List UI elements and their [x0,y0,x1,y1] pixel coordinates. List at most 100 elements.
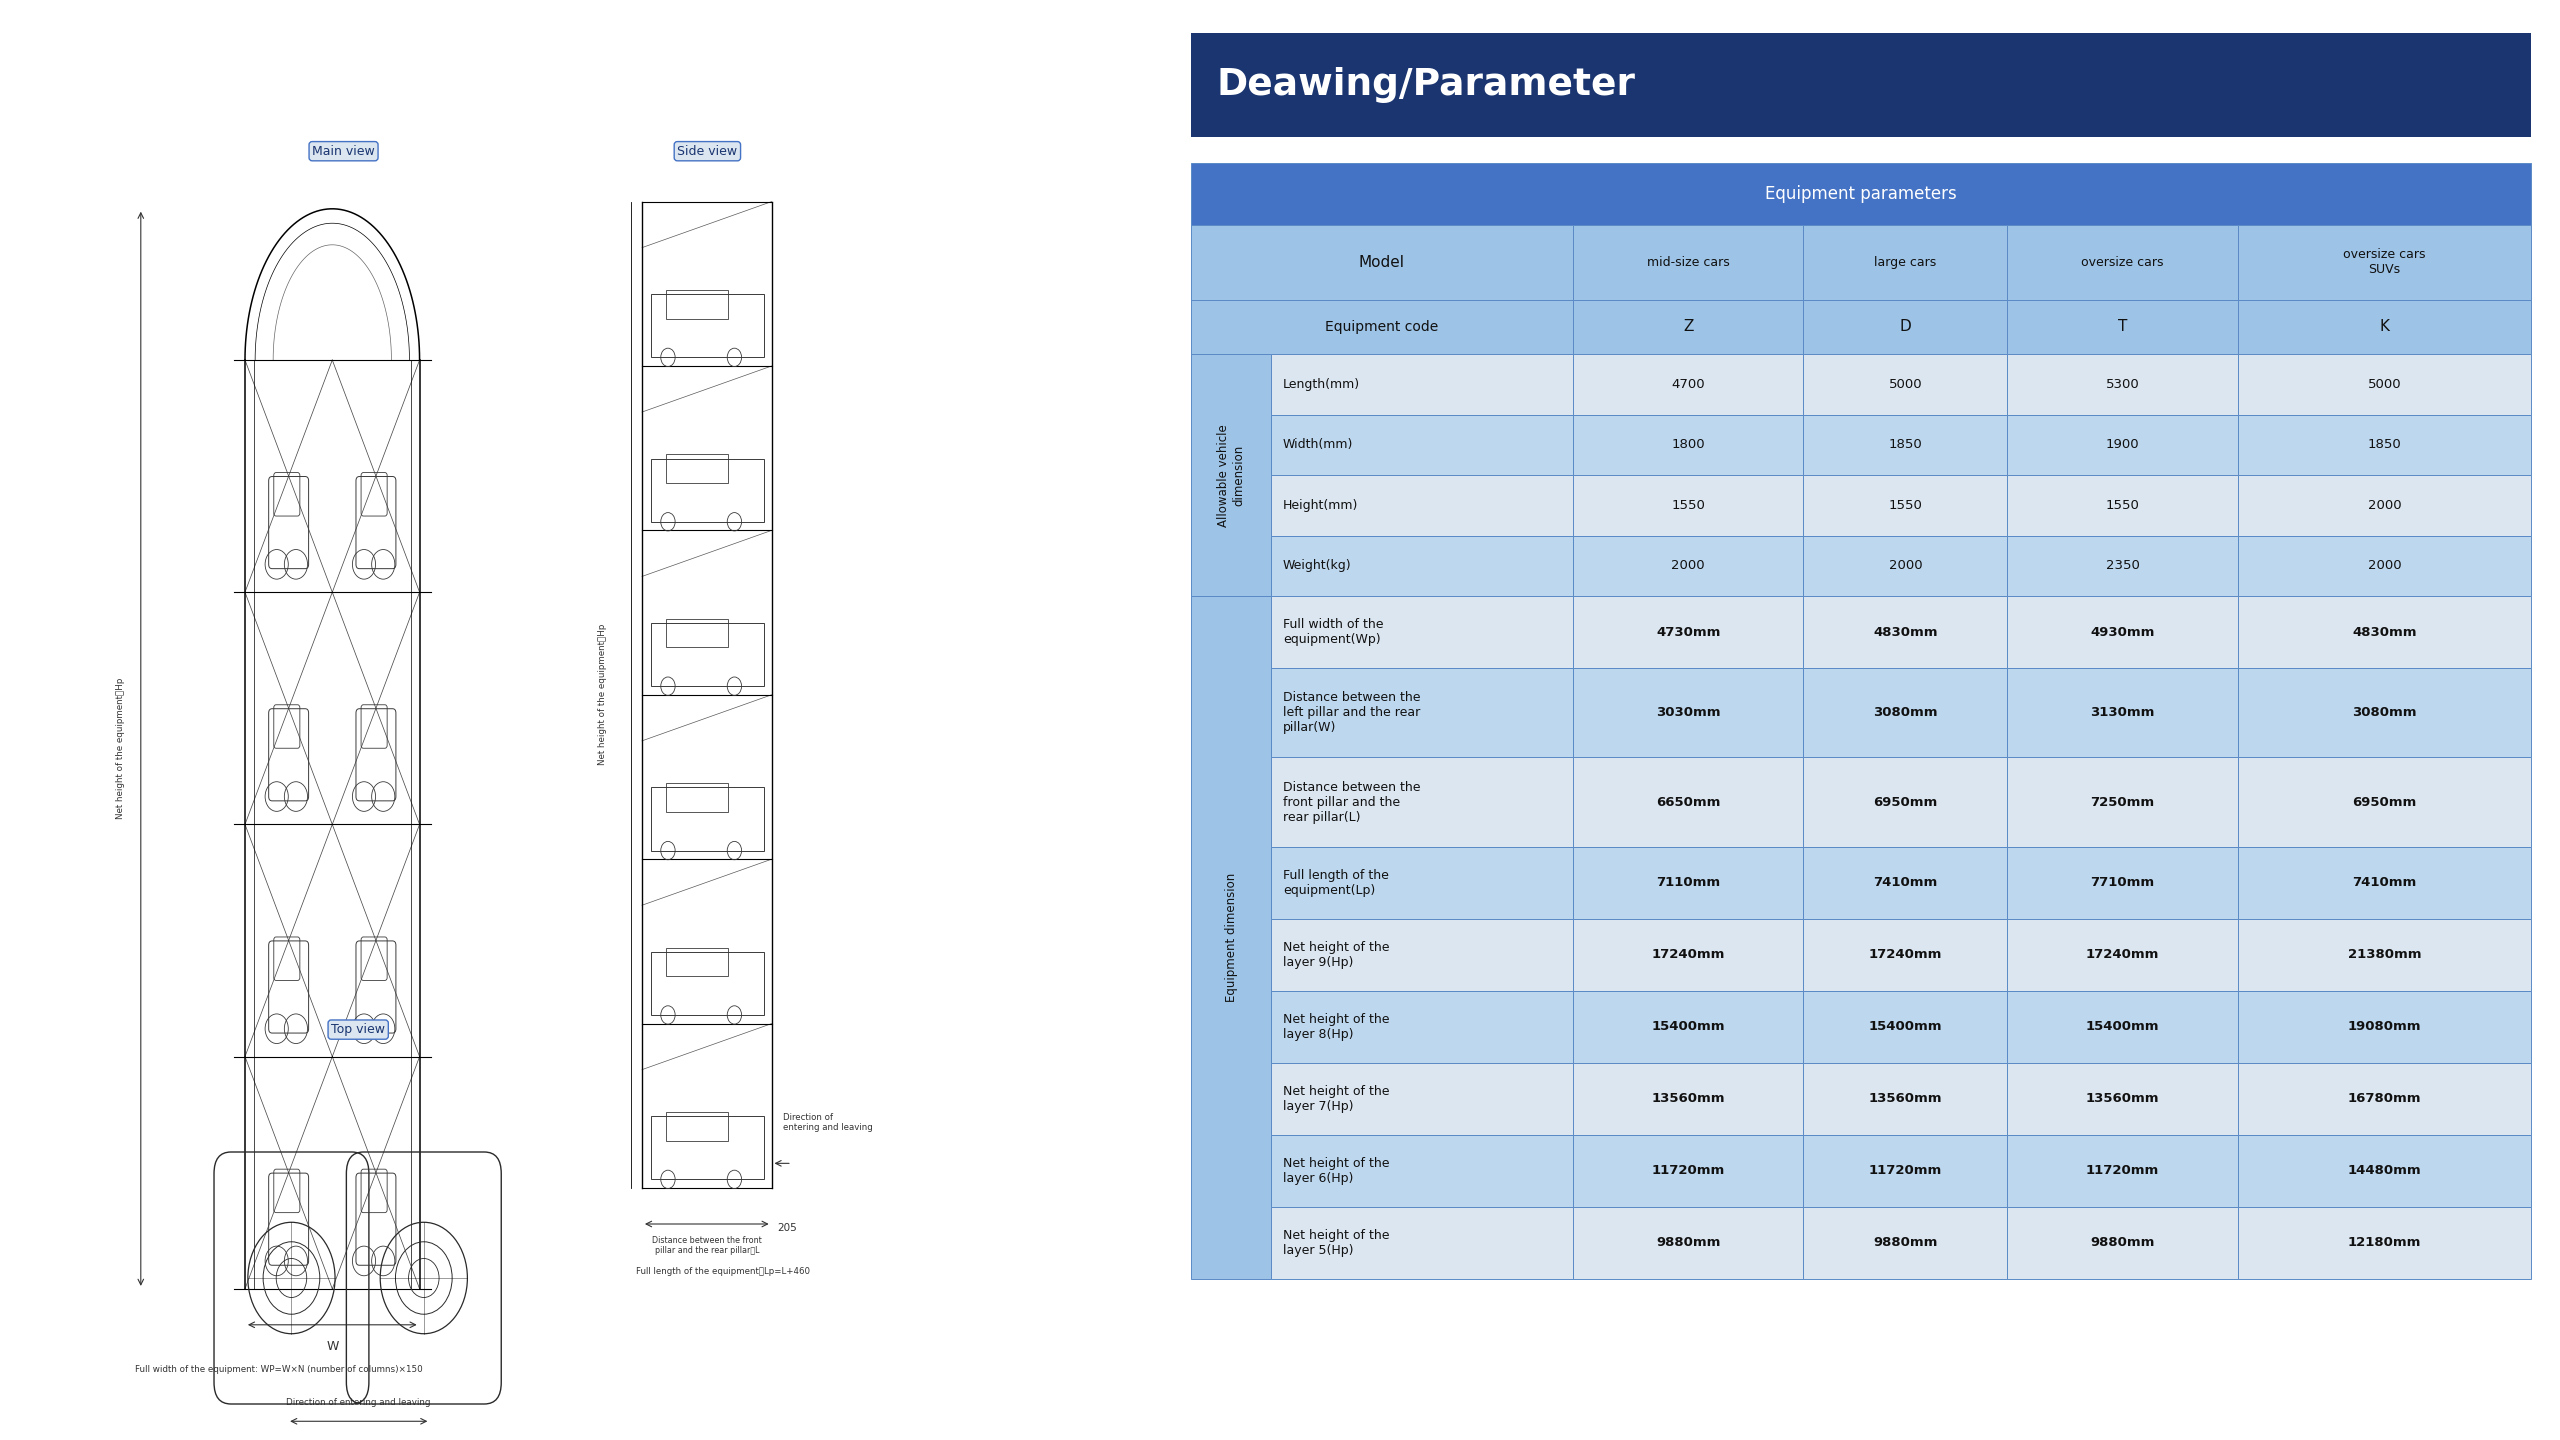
Text: Allowable vehicle
dimension: Allowable vehicle dimension [1216,423,1247,527]
Bar [2007,668,2237,757]
Bar [2237,354,2532,415]
Bar [2237,596,2532,668]
Bar [1572,354,1802,415]
Bar [650,624,763,685]
Bar [1572,668,1802,757]
Bar [1802,919,2007,991]
Text: 3130mm: 3130mm [2092,706,2156,720]
Text: 2000: 2000 [2368,559,2401,573]
Bar [1802,668,2007,757]
Text: 4830mm: 4830mm [2353,625,2417,639]
Text: 3080mm: 3080mm [1874,706,1938,720]
Bar [2237,300,2532,354]
Bar [1572,1135,1802,1207]
Text: 16780mm: 16780mm [2348,1092,2422,1106]
Bar [650,1116,763,1179]
Bar [666,1112,727,1140]
Text: 17240mm: 17240mm [1651,948,1725,962]
Bar [650,294,763,357]
Text: 4730mm: 4730mm [1656,625,1720,639]
Text: Z: Z [1682,320,1692,334]
Text: 1800: 1800 [1672,438,1705,452]
Bar [1802,415,2007,475]
Text: 19080mm: 19080mm [2348,1020,2422,1034]
Text: 5000: 5000 [2368,377,2401,392]
Bar [1802,757,2007,847]
Bar [2237,847,2532,919]
Text: 15400mm: 15400mm [1869,1020,1943,1034]
Text: Distance between the
left pillar and the rear
pillar(W): Distance between the left pillar and the… [1283,691,1421,734]
Bar [1190,33,2532,137]
Bar [1272,991,1572,1063]
Text: Direction of entering and leaving: Direction of entering and leaving [287,1398,430,1407]
Bar [2007,354,2237,415]
Bar [2007,1207,2237,1279]
Bar [650,458,763,521]
Text: Net height of the
layer 9(Hp): Net height of the layer 9(Hp) [1283,940,1390,969]
Bar [1272,668,1572,757]
Text: Deawing/Parameter: Deawing/Parameter [1216,66,1636,102]
Bar [1272,1135,1572,1207]
Bar [666,455,727,482]
Text: 7710mm: 7710mm [2092,876,2156,890]
Bar [1572,536,1802,596]
Bar [1272,919,1572,991]
Bar [2237,1063,2532,1135]
Bar [666,948,727,976]
Text: 1900: 1900 [2107,438,2140,452]
Bar [666,289,727,318]
Bar [2007,475,2237,536]
Text: Model: Model [1359,255,1405,269]
Bar [666,783,727,812]
Text: 2000: 2000 [2368,498,2401,513]
Text: Net height of the
layer 8(Hp): Net height of the layer 8(Hp) [1283,1012,1390,1041]
Text: 1850: 1850 [1889,438,1923,452]
Text: 1550: 1550 [1672,498,1705,513]
Bar [650,952,763,1015]
Text: 2350: 2350 [2104,559,2140,573]
Text: Full width of the
equipment(Wp): Full width of the equipment(Wp) [1283,618,1382,647]
Bar [1272,757,1572,847]
Text: 17240mm: 17240mm [1869,948,1943,962]
Text: 11720mm: 11720mm [1869,1164,1943,1178]
Text: mid-size cars: mid-size cars [1646,255,1731,269]
Text: K: K [2381,320,2388,334]
Text: 13560mm: 13560mm [1651,1092,1725,1106]
Text: Full width of the equipment: WP=W×N (number of columns)×150: Full width of the equipment: WP=W×N (num… [136,1365,422,1374]
Text: 15400mm: 15400mm [2086,1020,2158,1034]
Text: 5300: 5300 [2107,377,2140,392]
Text: 13560mm: 13560mm [2086,1092,2158,1106]
Bar [1190,225,1572,300]
Text: 21380mm: 21380mm [2348,948,2422,962]
Text: Net height of the
layer 5(Hp): Net height of the layer 5(Hp) [1283,1228,1390,1257]
Text: 7410mm: 7410mm [1874,876,1938,890]
Text: 3080mm: 3080mm [2353,706,2417,720]
Bar [1802,1135,2007,1207]
Text: 11720mm: 11720mm [1651,1164,1725,1178]
Text: Net height of the equipment：Hp: Net height of the equipment：Hp [599,624,607,766]
Text: Equipment dimension: Equipment dimension [1224,873,1236,1002]
Text: 15400mm: 15400mm [1651,1020,1725,1034]
Text: 13560mm: 13560mm [1869,1092,1943,1106]
Bar [1272,1207,1572,1279]
Bar [2237,415,2532,475]
Text: 2000: 2000 [1672,559,1705,573]
Bar [2007,1063,2237,1135]
Bar [1572,1063,1802,1135]
Bar [1272,415,1572,475]
Bar [1572,847,1802,919]
Text: 17240mm: 17240mm [2086,948,2158,962]
Text: 11720mm: 11720mm [2086,1164,2158,1178]
Bar [1572,475,1802,536]
Bar [1572,1207,1802,1279]
Text: Distance between the front
pillar and the rear pillar：L: Distance between the front pillar and th… [653,1236,763,1256]
Bar [2007,415,2237,475]
Bar [650,788,763,851]
Text: 9880mm: 9880mm [1874,1236,1938,1250]
Bar [1572,225,1802,300]
Bar [2237,757,2532,847]
Text: 6950mm: 6950mm [1874,795,1938,809]
Bar [1272,354,1572,415]
Bar [1190,596,1272,1279]
Bar [2237,1135,2532,1207]
